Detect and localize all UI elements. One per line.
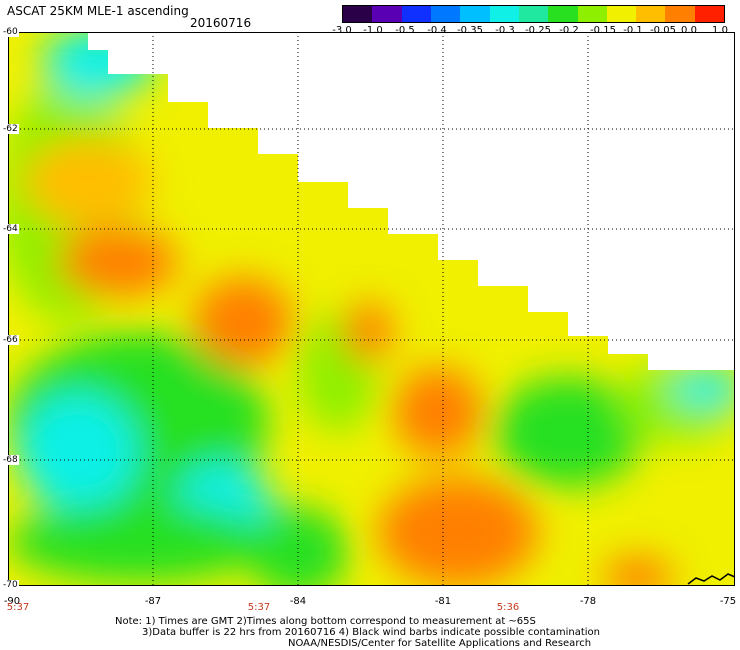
swath-patch bbox=[58, 227, 178, 297]
colorbar-segment bbox=[460, 6, 490, 22]
colorbar-segment bbox=[343, 6, 373, 22]
footnote-line: Note: 1) Times are GMT 2)Times along bot… bbox=[115, 616, 536, 627]
colorbar-segment bbox=[401, 6, 431, 22]
time-label: 5:37 bbox=[247, 602, 271, 613]
colorbar-label: -0.2 bbox=[559, 25, 579, 36]
colorbar-label: -0.5 bbox=[395, 25, 415, 36]
colorbar-label: -3.0 bbox=[332, 25, 352, 36]
colorbar-label: -1.0 bbox=[363, 25, 383, 36]
footnote-line: NOAA/NESDIS/Center for Satellite Applica… bbox=[288, 638, 592, 649]
footnote-line: 3)Data buffer is 22 hrs from 20160716 4)… bbox=[142, 627, 600, 638]
title: ASCAT 25KM MLE-1 ascending bbox=[7, 4, 189, 18]
swath-patch bbox=[8, 502, 268, 582]
lon-label: -78 bbox=[579, 596, 597, 607]
colorbar-label: 1.0 bbox=[712, 25, 728, 36]
colorbar-label: -0.05 bbox=[650, 25, 676, 36]
swath-patch bbox=[343, 302, 393, 362]
colorbar-segment bbox=[489, 6, 519, 22]
swath-patch bbox=[393, 367, 483, 457]
lat-label: -70 bbox=[2, 580, 19, 590]
time-label: 5:37 bbox=[6, 602, 30, 613]
colorbar-segment bbox=[430, 6, 461, 22]
colorbar-label: -0.15 bbox=[590, 25, 616, 36]
lon-label: -81 bbox=[434, 596, 452, 607]
wind-field-map bbox=[8, 32, 735, 586]
colorbar-segment bbox=[665, 6, 695, 22]
lat-label: -68 bbox=[2, 455, 19, 465]
colorbar-segment bbox=[636, 6, 666, 22]
swath-patch bbox=[673, 367, 735, 407]
colorbar-labels: -3.0 -1.0 -0.5 -0.4 -0.35 -0.3 -0.25 -0.… bbox=[0, 25, 740, 37]
colorbar-label: -0.35 bbox=[457, 25, 483, 36]
date-label: 20160716 bbox=[190, 16, 252, 30]
lon-label: -90 bbox=[3, 596, 21, 607]
colorbar bbox=[342, 5, 725, 23]
lat-lon-grid bbox=[8, 32, 735, 586]
swath-patch bbox=[378, 477, 538, 586]
colorbar-segment bbox=[372, 6, 402, 22]
colorbar-segment bbox=[694, 6, 725, 22]
colorbar-label: -0.4 bbox=[427, 25, 447, 36]
colorbar-segment bbox=[606, 6, 637, 22]
coastline bbox=[687, 573, 735, 585]
swath-patch bbox=[23, 137, 153, 227]
colorbar-label: -0.25 bbox=[525, 25, 551, 36]
lon-label: -84 bbox=[289, 596, 307, 607]
colorbar-segment bbox=[518, 6, 549, 22]
swath-patch bbox=[603, 557, 673, 586]
swath-patch bbox=[493, 377, 643, 487]
lat-label: -66 bbox=[2, 335, 19, 345]
colorbar-segment bbox=[577, 6, 607, 22]
swath-patch bbox=[193, 277, 293, 367]
colorbar-label: -0.1 bbox=[623, 25, 643, 36]
lon-label: -87 bbox=[144, 596, 162, 607]
lon-label: -75 bbox=[719, 596, 737, 607]
colorbar-label: -0.3 bbox=[495, 25, 515, 36]
lat-label: -62 bbox=[2, 124, 19, 134]
lat-label: -60 bbox=[2, 27, 19, 37]
map-frame bbox=[8, 32, 735, 586]
lat-label: -64 bbox=[2, 224, 19, 234]
swath-patch bbox=[18, 392, 138, 512]
time-label: 5:36 bbox=[496, 602, 520, 613]
colorbar-label: 0.0 bbox=[681, 25, 697, 36]
colorbar-segment bbox=[548, 6, 578, 22]
